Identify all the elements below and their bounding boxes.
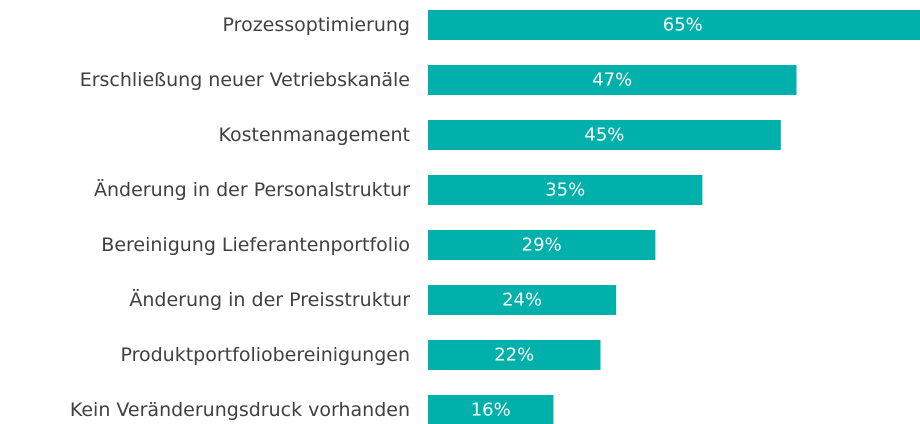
value-label: 47% [592, 70, 632, 91]
value-label: 45% [584, 125, 624, 146]
category-label: Bereinigung Lieferantenportfolio [101, 234, 410, 256]
bar [428, 10, 920, 40]
category-label: Erschließung neuer Vetriebskanäle [80, 69, 410, 91]
bar [428, 120, 781, 150]
category-label: Prozessoptimierung [223, 14, 410, 36]
value-label: 16% [471, 400, 511, 421]
category-label: Änderung in der Preisstruktur [129, 288, 410, 311]
value-label: 22% [494, 345, 534, 366]
bar [428, 175, 703, 205]
value-label: 24% [502, 290, 542, 311]
bar [428, 230, 656, 260]
bar [428, 65, 797, 95]
value-label: 65% [663, 15, 703, 36]
value-label: 29% [522, 235, 562, 256]
bar [428, 395, 554, 424]
value-label: 35% [545, 180, 585, 201]
category-label: Produktportfoliobereinigungen [120, 344, 410, 366]
bar [428, 285, 617, 315]
category-label: Kein Veränderungsdruck vorhanden [70, 399, 410, 421]
bar [428, 340, 601, 370]
category-label: Änderung in der Personalstruktur [94, 178, 410, 201]
category-label: Kostenmanagement [219, 124, 411, 146]
